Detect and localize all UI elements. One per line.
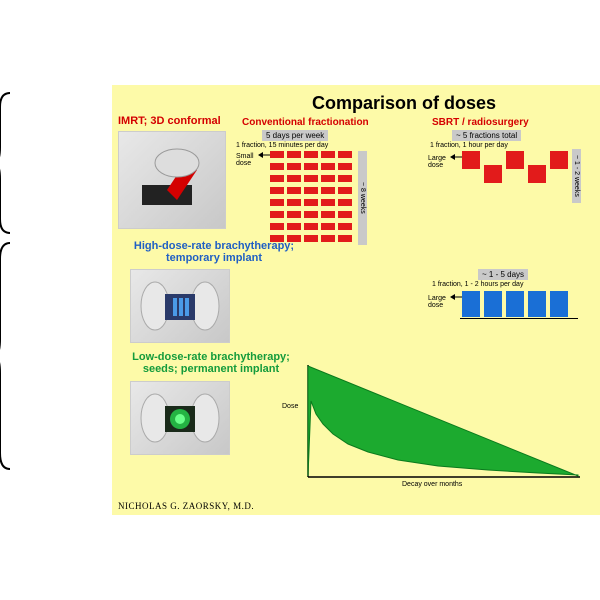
- conv-block: [270, 175, 284, 182]
- sbrt-grid: [462, 151, 572, 191]
- conv-block: [287, 211, 301, 218]
- hdr-block: [550, 291, 568, 317]
- sbrt-side-bar: ~ 1 - 2 weeks: [572, 149, 581, 203]
- conv-block: [287, 223, 301, 230]
- hdr-top-bar: ~ 1 - 5 days: [478, 269, 528, 280]
- conv-block: [338, 199, 352, 206]
- hdr-block: [484, 291, 502, 317]
- conv-top-bar: 5 days per week: [262, 130, 328, 141]
- main-title: Comparison of doses: [312, 93, 496, 114]
- conv-block: [338, 235, 352, 242]
- hdr-pelvis-image: [130, 269, 230, 343]
- ldr-pelvis-image: [130, 381, 230, 455]
- hdr-block: [528, 291, 546, 317]
- conventional-grid: [270, 151, 352, 247]
- sbrt-heading: SBRT / radiosurgery: [432, 117, 529, 128]
- conv-block: [338, 175, 352, 182]
- conv-block: [304, 175, 318, 182]
- conv-block: [321, 235, 335, 242]
- sbrt-sub: 1 fraction, 1 hour per day: [430, 142, 508, 149]
- conv-block: [321, 199, 335, 206]
- bracket-external: [0, 91, 12, 236]
- conv-block: [287, 151, 301, 158]
- conv-block: [321, 187, 335, 194]
- conv-block: [287, 163, 301, 170]
- conv-block: [287, 235, 301, 242]
- imrt-machine-image: [118, 131, 226, 229]
- conv-block: [304, 163, 318, 170]
- conv-side-bar: ~ 8 weeks: [358, 151, 367, 245]
- hdr-block: [462, 291, 480, 317]
- conv-block: [321, 175, 335, 182]
- conv-block: [304, 199, 318, 206]
- conv-block: [304, 211, 318, 218]
- sbrt-block: [550, 151, 568, 169]
- conv-block: [270, 151, 284, 158]
- conv-sub: 1 fraction, 15 minutes per day: [236, 142, 328, 149]
- conv-block: [321, 163, 335, 170]
- sbrt-block: [484, 165, 502, 183]
- sbrt-block: [506, 151, 524, 169]
- conv-block: [270, 211, 284, 218]
- sbrt-block: [528, 165, 546, 183]
- conv-block: [304, 187, 318, 194]
- conv-block: [287, 199, 301, 206]
- conv-block: [321, 151, 335, 158]
- conv-block: [270, 163, 284, 170]
- yellow-panel: Comparison of doses IMRT; 3D conformal C…: [112, 85, 600, 515]
- sbrt-top-bar: ~ 5 fractions total: [452, 130, 521, 141]
- bracket-internal: [0, 241, 12, 471]
- decay-x-label: Decay over months: [402, 481, 462, 488]
- decay-y-label: Dose: [282, 403, 298, 410]
- conv-block: [304, 223, 318, 230]
- ldr-label: Low-dose-rate brachytherapy; seeds; perm…: [116, 351, 306, 375]
- conv-block: [304, 235, 318, 242]
- credit-line: NICHOLAS G. ZAORSKY, M.D.: [118, 501, 254, 511]
- conventional-heading: Conventional fractionation: [242, 117, 369, 128]
- decay-chart: [306, 365, 582, 483]
- conv-block: [338, 151, 352, 158]
- conv-block: [304, 151, 318, 158]
- hdr-baseline: [460, 318, 578, 319]
- conv-block: [338, 187, 352, 194]
- sbrt-block: [462, 151, 480, 169]
- conv-block: [338, 211, 352, 218]
- hdr-sub: 1 fraction, 1 - 2 hours per day: [432, 281, 523, 288]
- conv-block: [321, 211, 335, 218]
- hdr-grid: [462, 291, 568, 317]
- conv-block: [270, 235, 284, 242]
- conv-block: [270, 223, 284, 230]
- conv-block: [321, 223, 335, 230]
- conv-block: [287, 175, 301, 182]
- conv-block: [338, 223, 352, 230]
- conv-block: [270, 187, 284, 194]
- conv-block: [287, 187, 301, 194]
- conv-block: [270, 199, 284, 206]
- infographic-canvas: External radiation Internal radiation / …: [0, 85, 600, 515]
- imrt-label: IMRT; 3D conformal: [118, 115, 221, 127]
- conv-block: [338, 163, 352, 170]
- hdr-block: [506, 291, 524, 317]
